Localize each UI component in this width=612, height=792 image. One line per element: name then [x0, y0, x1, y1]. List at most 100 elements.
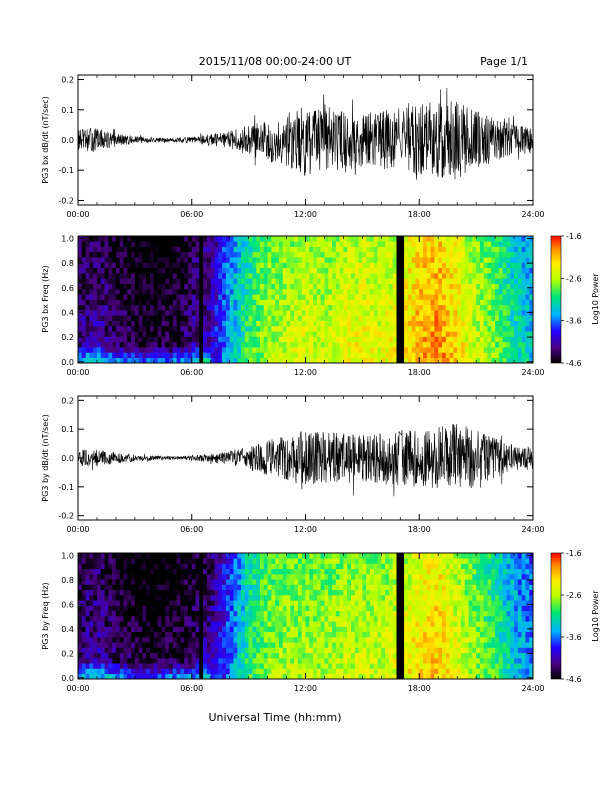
bx-spectrogram-cell [472, 236, 477, 242]
by-spectrogram-cell [93, 673, 98, 680]
by-spectrogram-cell [210, 589, 215, 596]
bx-spectrogram-cell [423, 288, 428, 295]
by-spectrogram-cell [131, 589, 136, 596]
by-spectrogram-cell [134, 610, 139, 617]
bx-spectrogram-cell [294, 299, 299, 306]
bx-spectrogram-cell [169, 352, 174, 359]
by-spectrogram-cell [320, 584, 325, 591]
bx-spectrogram-cell [153, 241, 158, 247]
bx-spectrogram-cell [445, 288, 450, 295]
by-spectrogram-cell [347, 574, 352, 580]
by-spectrogram-cell [222, 605, 227, 612]
by-spectrogram-cell [96, 673, 102, 680]
by-spectrogram-cell [335, 605, 340, 612]
by-spectrogram-cell [115, 563, 121, 570]
by-spectrogram-cell [222, 579, 227, 585]
bx-spectrogram-cell [457, 320, 462, 327]
bx-spectrogram-cell [222, 347, 227, 353]
bx-spectrogram-cell [153, 294, 158, 300]
bx-spectrogram-cell [476, 267, 481, 274]
by-spectrogram-cell [294, 673, 299, 680]
bx-spectrogram-cell [237, 257, 242, 263]
bx-spectrogram-cell [81, 283, 86, 290]
by-spectrogram-cell [351, 637, 356, 643]
bx-spectrogram-cell [100, 288, 105, 295]
bx-spectrogram-cell [502, 267, 507, 274]
bx-spectrogram-cell [358, 251, 363, 258]
by-spectrogram-cell [241, 621, 246, 627]
by-spectrogram-cell [263, 637, 268, 643]
bx-spectrogram-cell [222, 352, 227, 359]
by-spectrogram-cell [169, 568, 174, 575]
bx-spectrogram-cell [138, 325, 143, 332]
bx-spectrogram-cell [483, 262, 488, 269]
bx-spectrogram-cell [483, 246, 488, 253]
bx-spectrogram-cell [449, 299, 454, 306]
bx-spectrogram-cell [184, 331, 189, 337]
by-spectrogram-cell [320, 663, 325, 669]
by-spectrogram-cell [85, 658, 90, 664]
bx-spectrogram-cell [423, 267, 428, 274]
by-spectrogram-cell [267, 637, 272, 643]
bx-spectrogram-cell [445, 257, 450, 263]
bx-spectrogram-cell [206, 251, 212, 258]
bx-spectrogram-cell [165, 325, 170, 332]
bx-spectrogram-cell [89, 347, 94, 353]
by-spectrogram-cell [93, 605, 98, 612]
by-spectrogram-cell [165, 563, 170, 570]
bx-spectrogram-cell [483, 341, 488, 348]
by-spectrogram-cell [150, 631, 155, 638]
by-spectrogram-cell [191, 610, 196, 617]
by-spectrogram-cell [191, 658, 196, 664]
bx-spectrogram-cell [377, 241, 382, 247]
bx-spectrogram-cell [153, 257, 158, 263]
by-spectrogram-cell [81, 616, 86, 622]
bx-spectrogram-cell [157, 288, 162, 295]
by-spectrogram-cell [210, 584, 215, 591]
bx-spectrogram-cell [89, 336, 94, 343]
bx-spectrogram-cell [282, 273, 287, 279]
by-spectrogram-cell [176, 631, 181, 638]
bx-spectrogram-cell [491, 262, 496, 269]
bx-spectrogram-cell [366, 299, 371, 306]
bx-spectrogram-cell [146, 294, 151, 300]
bx-spectrogram-cell [294, 310, 299, 316]
by-spectrogram-cell [195, 563, 200, 570]
bx-spectrogram-cell [495, 352, 500, 359]
by-spectrogram-cell [305, 579, 310, 585]
bx-spectrogram-cell [369, 294, 375, 300]
bx-spectrogram-cell [521, 310, 526, 316]
bx-spectrogram-cell [438, 278, 443, 284]
by-spectrogram-cell [328, 563, 333, 570]
bx-spectrogram-cell [472, 246, 477, 253]
bx-spectrogram-cell [313, 262, 318, 269]
bx-spectrogram-cell [476, 294, 481, 300]
bx-spectrogram-cell [506, 246, 511, 253]
bx-spectrogram-cell [184, 352, 189, 359]
by-spectrogram-cell [96, 568, 102, 575]
bx-spectrogram-cell [301, 315, 306, 321]
bx-spectrogram-cell [271, 325, 276, 332]
bx-spectrogram-cell [362, 278, 367, 284]
by-spectrogram-cell [313, 642, 318, 648]
bx-spectrogram-cell [271, 304, 276, 311]
bx-spectrogram-cell [286, 288, 291, 295]
by-spectrogram-cell [176, 637, 181, 643]
bx-spectrogram-cell [134, 288, 139, 295]
bx-spectrogram-cell [187, 246, 193, 253]
bx-spectrogram-cell [415, 283, 420, 290]
bx-timeseries-ylabel: PG3 bx dB/dt (nT/sec) [41, 96, 50, 183]
bx-spectrogram-cell [464, 357, 469, 364]
by-spectrogram-cell [248, 563, 253, 570]
bx-spectrogram-cell [449, 273, 454, 279]
bx-spectrogram-cell [521, 236, 526, 242]
bx-spectrogram-cell [294, 357, 299, 364]
by-spectrogram-cell [89, 558, 94, 564]
by-spectrogram-cell [187, 668, 193, 675]
bx-spectrogram-cell [313, 273, 318, 279]
bx-spectrogram-cell [324, 283, 329, 290]
by-spectrogram-cell [157, 568, 162, 575]
bx-spectrogram-cell [237, 357, 242, 364]
by-spectrogram-cell [267, 610, 272, 617]
bx-spectrogram-cell [267, 299, 272, 306]
